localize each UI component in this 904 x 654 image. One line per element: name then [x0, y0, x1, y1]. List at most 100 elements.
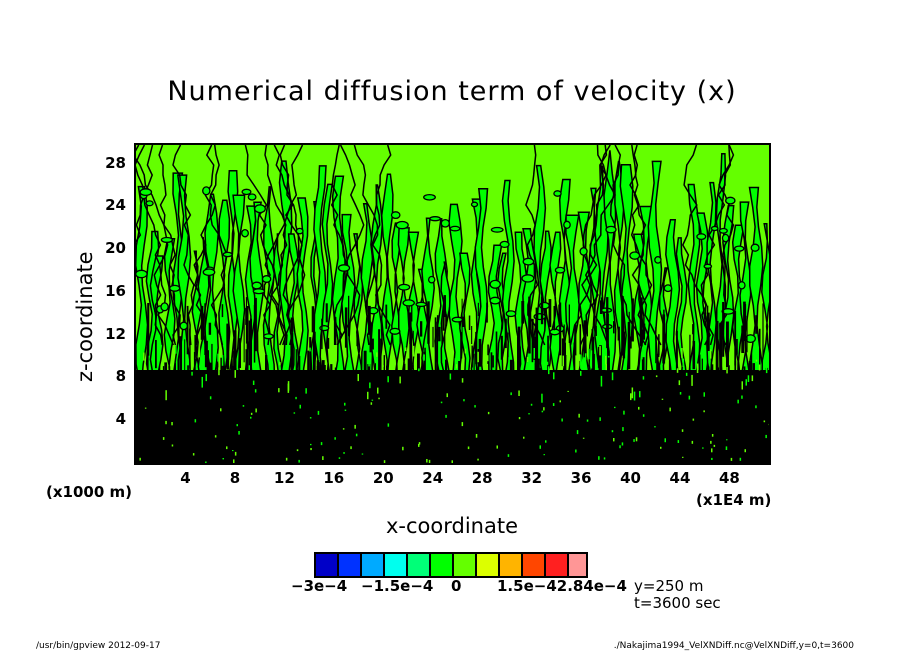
dense-contour-region — [136, 370, 769, 463]
field-speckle — [467, 446, 470, 450]
field-speckle — [681, 348, 683, 358]
dense-contour-streak — [427, 301, 430, 344]
contour-ellipse — [489, 279, 501, 289]
field-speckle — [463, 399, 465, 402]
dense-contour-streak — [553, 306, 556, 331]
field-speckle — [607, 355, 610, 358]
field-speckle — [763, 420, 766, 423]
field-speckle — [530, 403, 533, 406]
dense-contour-streak — [487, 344, 489, 364]
dense-contour-streak — [211, 343, 213, 377]
contour-ellipse — [449, 225, 461, 232]
dense-contour-streak — [692, 340, 696, 370]
dense-contour-streak — [535, 318, 539, 372]
contour-ellipse — [145, 200, 154, 207]
field-speckle — [455, 364, 458, 369]
contour-ellipse — [402, 299, 415, 307]
dense-contour-streak — [762, 303, 764, 357]
dense-contour-streak — [208, 322, 212, 335]
field-speckle — [310, 443, 312, 446]
dense-contour-streak — [186, 305, 189, 355]
field-speckle — [461, 378, 464, 383]
field-speckle — [730, 457, 733, 461]
footer-right: ./Nakajima1994_VelXNDiff.nc@VelXNDiff,y=… — [613, 641, 854, 651]
field-speckle — [523, 436, 525, 439]
field-speckle — [677, 440, 680, 443]
field-speckle — [691, 440, 694, 444]
field-speckle — [310, 448, 312, 451]
y-tick-label: 16 — [105, 281, 126, 300]
colorbar-label-min: −3e−4 — [291, 577, 348, 595]
dense-contour-streak — [147, 303, 150, 356]
dense-contour-streak — [409, 326, 411, 381]
field-speckle — [692, 418, 695, 421]
field-speckle — [631, 387, 634, 399]
dense-contour-streak — [313, 318, 315, 362]
field-speckle — [278, 388, 280, 393]
field-speckle — [611, 372, 614, 381]
field-speckle — [350, 446, 352, 450]
dense-contour-streak — [478, 338, 482, 367]
dense-contour-streak — [246, 306, 249, 352]
contour-line — [700, 145, 732, 346]
dense-contour-streak — [380, 338, 382, 373]
field-speckle — [633, 391, 636, 401]
contour-ellipse — [718, 227, 728, 234]
dense-contour-streak — [200, 305, 204, 340]
field-speckle — [755, 359, 758, 362]
contour-line — [569, 145, 608, 346]
colorbar-cell — [362, 554, 383, 576]
dense-contour-streak — [468, 315, 471, 330]
contour-line — [525, 145, 546, 346]
field-speckle — [192, 453, 195, 456]
contour-ellipse — [663, 284, 673, 293]
field-speckle — [744, 449, 746, 453]
field-speckle — [295, 396, 297, 400]
field-speckle — [703, 410, 705, 413]
x-tick-label: 12 — [273, 469, 295, 487]
field-speckle — [338, 354, 340, 361]
field-speckle — [232, 450, 234, 452]
dense-contour-streak — [471, 326, 473, 344]
field-speckle — [664, 438, 666, 443]
field-speckle — [367, 391, 369, 400]
x-tick-label: 48 — [719, 469, 740, 487]
contour-line — [279, 145, 306, 346]
field-speckle — [342, 428, 345, 430]
contour-ellipse — [605, 225, 617, 234]
contour-ellipse — [202, 268, 216, 277]
contour-ellipse — [423, 193, 436, 201]
dense-contour-streak — [420, 321, 423, 337]
annotation-y: y=250 m — [634, 577, 704, 595]
field-speckle — [696, 363, 699, 373]
contour-ellipse — [160, 236, 174, 243]
dense-contour-streak — [409, 316, 411, 344]
field-speckle — [361, 453, 364, 455]
dense-contour-streak — [726, 321, 729, 373]
contour-line — [204, 145, 228, 346]
chart-title: Numerical diffusion term of velocity (x) — [167, 76, 737, 107]
contour-ellipse — [254, 204, 266, 214]
dense-contour-streak — [755, 315, 758, 334]
field-speckle — [221, 355, 224, 366]
contour-ellipse — [553, 190, 562, 197]
field-speckle — [533, 348, 535, 359]
contour-ellipse — [554, 266, 566, 274]
y-tick-label: 20 — [105, 239, 126, 258]
colorbar-cell — [339, 554, 360, 576]
field-speckle — [171, 422, 173, 426]
dense-contour-streak — [583, 320, 587, 358]
x-tick-label: 24 — [422, 469, 444, 487]
field-speckle — [165, 420, 167, 425]
contour-ellipse — [139, 188, 153, 197]
colorbar-label-zero: 0 — [451, 577, 462, 595]
field-speckle — [220, 408, 222, 412]
field-speckle — [739, 457, 742, 461]
field-speckle — [737, 399, 739, 404]
field-speckle — [611, 430, 614, 433]
dense-contour-streak — [561, 338, 565, 367]
plot-area — [136, 145, 769, 463]
dense-contour-streak — [333, 317, 337, 345]
contour-line — [136, 145, 181, 346]
dense-contour-streak — [531, 318, 534, 363]
